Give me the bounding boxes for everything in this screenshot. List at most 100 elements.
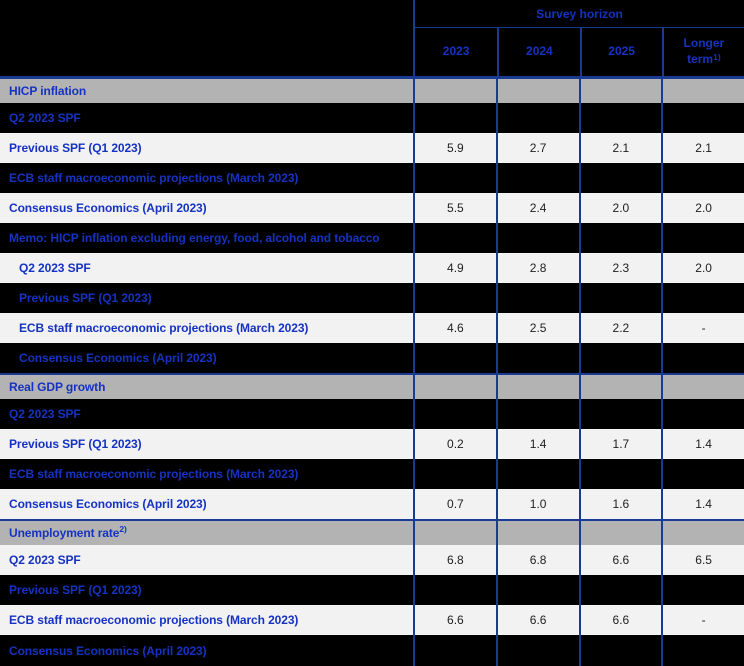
value-cell-2024 <box>495 575 579 605</box>
value-cell-longer-term <box>661 79 744 103</box>
value-cell-2023 <box>413 399 496 429</box>
row-label-text: Consensus Economics (April 2023) <box>9 497 207 511</box>
table-row: ECB staff macroeconomic projections (Mar… <box>0 313 744 343</box>
value-cell-2025: 2.0 <box>578 193 662 223</box>
value-cell-longer-term: - <box>661 313 744 343</box>
value-cell-2023 <box>413 575 496 605</box>
value-cell-2025: 2.2 <box>578 313 662 343</box>
value-cell-2023: 5.9 <box>413 133 496 163</box>
column-header-label: 2023 <box>442 44 470 59</box>
row-label-text: Q2 2023 SPF <box>9 407 81 421</box>
value-cell-2024: 2.4 <box>495 193 579 223</box>
value-cell-2024 <box>495 163 579 193</box>
value-cell-longer-term: 2.1 <box>661 133 744 163</box>
value-cell-2025: 2.1 <box>578 133 662 163</box>
value-cell-2024 <box>495 223 579 253</box>
row-label: Q2 2023 SPF <box>0 545 413 575</box>
row-label-text: ECB staff macroeconomic projections (Mar… <box>9 171 299 185</box>
value-cell-longer-term: - <box>661 605 744 635</box>
value-cell-longer-term: 6.5 <box>661 545 744 575</box>
value-cell-2023 <box>413 223 496 253</box>
row-label: Memo: HICP inflation excluding energy, f… <box>0 223 413 253</box>
value-cell-2025 <box>578 399 662 429</box>
value-cell-2024: 2.5 <box>495 313 579 343</box>
value-cell-2023: 0.2 <box>413 429 496 459</box>
table-row: Memo: HICP inflation excluding energy, f… <box>0 223 744 253</box>
row-label: Q2 2023 SPF <box>0 399 413 429</box>
value-cell-2024 <box>495 399 579 429</box>
row-label-text: Q2 2023 SPF <box>9 111 81 125</box>
table-row: Previous SPF (Q1 2023) 0.2 1.4 1.7 1.4 <box>0 429 744 459</box>
column-header-longer-term: Longer term1) <box>661 28 744 76</box>
row-label: Consensus Economics (April 2023) <box>0 635 413 666</box>
row-label-text: Previous SPF (Q1 2023) <box>9 141 142 155</box>
value-cell-2024: 6.8 <box>495 545 579 575</box>
row-label-text: Unemployment rate <box>9 526 120 540</box>
value-cell-longer-term <box>661 163 744 193</box>
value-cell-2024: 2.8 <box>495 253 579 283</box>
value-cell-2023 <box>413 283 496 313</box>
value-cell-longer-term: 2.0 <box>661 193 744 223</box>
column-header-label: 2024 <box>526 44 553 59</box>
value-cell-longer-term: 1.4 <box>661 489 744 519</box>
value-cell-longer-term <box>661 283 744 313</box>
column-header-2023: 2023 <box>415 28 497 76</box>
table-row: Q2 2023 SPF 4.9 2.8 2.3 2.0 <box>0 253 744 283</box>
row-label-text: Consensus Economics (April 2023) <box>9 201 207 215</box>
row-label: Q2 2023 SPF <box>0 253 413 283</box>
table-row: Previous SPF (Q1 2023) 5.9 2.7 2.1 2.1 <box>0 133 744 163</box>
row-label-text: Q2 2023 SPF <box>9 553 81 567</box>
value-cell-2024 <box>495 635 579 666</box>
value-cell-2025 <box>578 79 662 103</box>
value-cell-2025 <box>578 223 662 253</box>
value-cell-2023 <box>413 459 496 489</box>
value-cell-2024 <box>495 103 579 133</box>
value-cell-2025: 2.3 <box>578 253 662 283</box>
value-cell-2025: 6.6 <box>578 605 662 635</box>
value-cell-2025 <box>578 163 662 193</box>
table-row: Consensus Economics (April 2023) 5.5 2.4… <box>0 193 744 223</box>
row-label-text: Previous SPF (Q1 2023) <box>9 583 142 597</box>
row-label-text: ECB staff macroeconomic projections (Mar… <box>9 613 299 627</box>
row-label: Q2 2023 SPF <box>0 103 413 133</box>
row-label: Previous SPF (Q1 2023) <box>0 575 413 605</box>
row-label-text: Consensus Economics (April 2023) <box>9 643 207 658</box>
table-row: Previous SPF (Q1 2023) <box>0 283 744 313</box>
table-row: ECB staff macroeconomic projections (Mar… <box>0 605 744 635</box>
value-cell-longer-term <box>661 399 744 429</box>
value-cell-2025 <box>578 635 662 666</box>
value-cell-2023: 0.7 <box>413 489 496 519</box>
value-cell-2024: 2.7 <box>495 133 579 163</box>
value-cell-longer-term <box>661 521 744 545</box>
value-cell-2024: 1.0 <box>495 489 579 519</box>
table-row: ECB staff macroeconomic projections (Mar… <box>0 163 744 193</box>
value-cell-2023 <box>413 343 496 373</box>
value-cell-longer-term: 1.4 <box>661 429 744 459</box>
value-cell-longer-term <box>661 103 744 133</box>
table-row: Previous SPF (Q1 2023) <box>0 575 744 605</box>
survey-horizon-label: Survey horizon <box>536 6 623 21</box>
value-cell-2024: 6.6 <box>495 605 579 635</box>
value-cell-longer-term <box>661 343 744 373</box>
column-header-label: 2025 <box>608 44 635 59</box>
value-cell-2023 <box>413 79 496 103</box>
row-label: Consensus Economics (April 2023) <box>0 343 413 373</box>
row-label: ECB staff macroeconomic projections (Mar… <box>0 313 413 343</box>
row-label-text: ECB staff macroeconomic projections (Mar… <box>19 321 309 335</box>
value-cell-2024 <box>495 283 579 313</box>
row-label: Unemployment rate 2) <box>0 521 413 545</box>
row-label-text: Real GDP growth <box>9 380 106 394</box>
row-label: Consensus Economics (April 2023) <box>0 489 413 519</box>
table-row: Unemployment rate 2) <box>0 519 744 545</box>
row-label-text: Previous SPF (Q1 2023) <box>19 291 152 305</box>
row-label-text: Consensus Economics (April 2023) <box>19 351 217 365</box>
value-cell-2024 <box>495 521 579 545</box>
value-cell-2025 <box>578 283 662 313</box>
value-cell-2025: 6.6 <box>578 545 662 575</box>
value-cell-2025 <box>578 103 662 133</box>
table-body: HICP inflation Q2 2023 SPF Previous SPF … <box>0 79 744 666</box>
value-cell-2024 <box>495 375 579 399</box>
row-label: ECB staff macroeconomic projections (Mar… <box>0 605 413 635</box>
value-cell-2025 <box>578 459 662 489</box>
